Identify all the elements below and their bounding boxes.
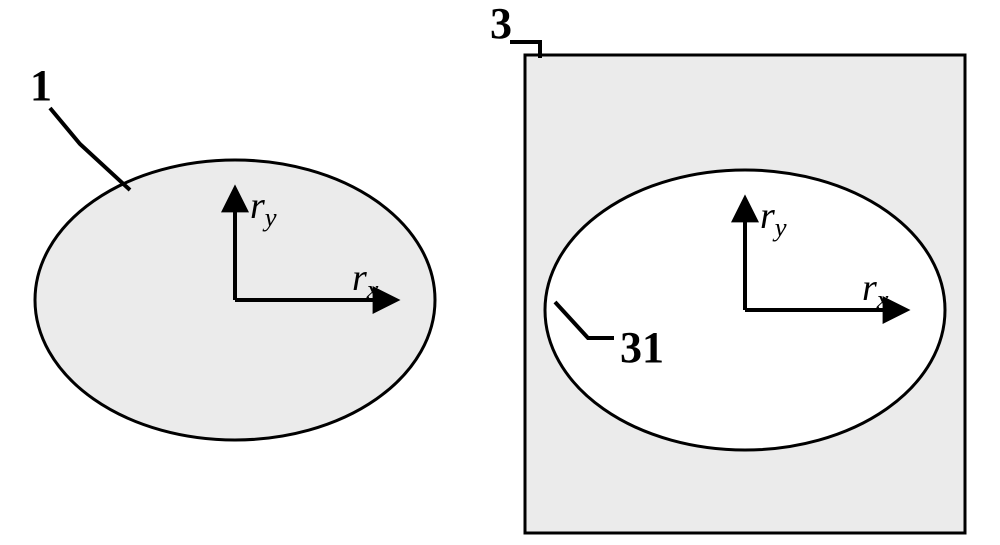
callout-1-label: 1 (30, 61, 52, 110)
callout-1-leader (50, 108, 130, 190)
diagram-canvas: rxryrxry1331 (0, 0, 1000, 545)
callout-3-label: 3 (490, 0, 512, 48)
callout-31-label: 31 (620, 323, 664, 372)
